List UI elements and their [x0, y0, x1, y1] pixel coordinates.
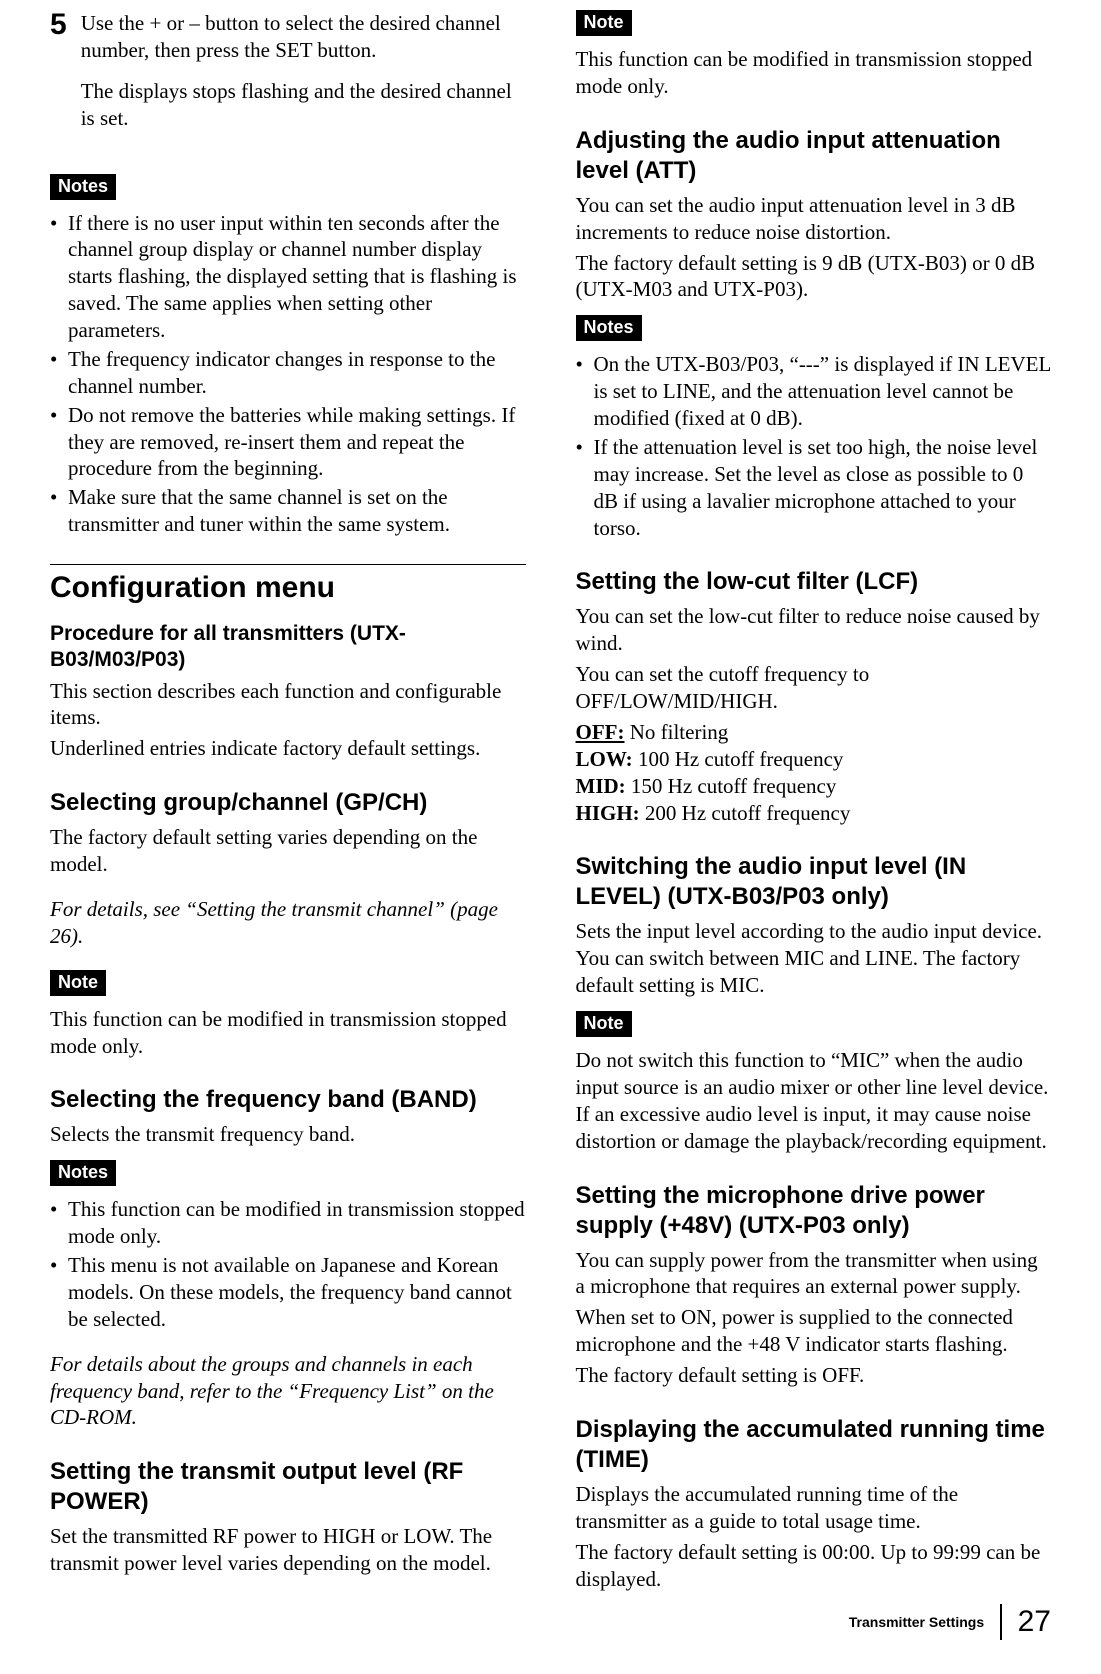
- in-level-text: Sets the input level according to the au…: [576, 918, 1052, 999]
- step-number: 5: [50, 10, 67, 40]
- notes-badge: Notes: [576, 315, 642, 341]
- lcf-high-key: HIGH:: [576, 801, 640, 825]
- p48-text-2: When set to ON, power is supplied to the…: [576, 1304, 1052, 1358]
- step-text-1: Use the + or – button to select the desi…: [81, 10, 526, 64]
- lcf-off-row: OFF: No filtering: [576, 719, 1052, 746]
- heading-band: Selecting the frequency band (BAND): [50, 1085, 526, 1115]
- lcf-text-2: You can set the cutoff frequency to OFF/…: [576, 661, 1052, 715]
- procedure-heading: Procedure for all transmitters (UTX-B03/…: [50, 621, 526, 674]
- step-text-2: The displays stops flashing and the desi…: [81, 78, 526, 132]
- heading-att: Adjusting the audio input attenuation le…: [576, 126, 1052, 186]
- p48-text-1: You can supply power from the transmitte…: [576, 1247, 1052, 1301]
- procedure-text-1: This section describes each function and…: [50, 678, 526, 732]
- att-text-1: You can set the audio input attenuation …: [576, 192, 1052, 246]
- band-reference: For details about the groups and channel…: [50, 1351, 526, 1432]
- p48-text-3: The factory default setting is OFF.: [576, 1362, 1052, 1389]
- gpch-reference: For details, see “Setting the transmit c…: [50, 896, 526, 950]
- time-text-1: Displays the accumulated running time of…: [576, 1481, 1052, 1535]
- list-item: This function can be modified in transmi…: [50, 1196, 526, 1250]
- rf-note-text: This function can be modified in transmi…: [576, 46, 1052, 100]
- lcf-off-val: No filtering: [624, 720, 728, 744]
- time-text-2: The factory default setting is 00:00. Up…: [576, 1539, 1052, 1593]
- footer-page-number: 27: [1018, 1605, 1051, 1639]
- rf-text: Set the transmitted RF power to HIGH or …: [50, 1523, 526, 1577]
- lcf-high-val: 200 Hz cutoff frequency: [640, 801, 851, 825]
- lcf-low-row: LOW: 100 Hz cutoff frequency: [576, 746, 1052, 773]
- notes-list-1: If there is no user input within ten sec…: [50, 210, 526, 539]
- heading-48v: Setting the microphone drive power suppl…: [576, 1181, 1052, 1241]
- list-item: This menu is not available on Japanese a…: [50, 1252, 526, 1333]
- page-footer: Transmitter Settings 27: [849, 1604, 1051, 1640]
- list-item: If the attenuation level is set too high…: [576, 434, 1052, 542]
- right-column: Note This function can be modified in tr…: [576, 10, 1052, 1592]
- note-badge: Note: [576, 1011, 632, 1037]
- heading-gpch: Selecting group/channel (GP/CH): [50, 788, 526, 818]
- left-column: 5 Use the + or – button to select the de…: [50, 10, 526, 1592]
- gpch-text: The factory default setting varies depen…: [50, 824, 526, 878]
- lcf-mid-val: 150 Hz cutoff frequency: [626, 774, 837, 798]
- list-item: On the UTX-B03/P03, “---” is displayed i…: [576, 351, 1052, 432]
- note-badge: Note: [576, 10, 632, 36]
- list-item: If there is no user input within ten sec…: [50, 210, 526, 344]
- att-notes-list: On the UTX-B03/P03, “---” is displayed i…: [576, 351, 1052, 541]
- footer-section-label: Transmitter Settings: [849, 1614, 984, 1630]
- notes-badge: Notes: [50, 1160, 116, 1186]
- list-item: The frequency indicator changes in respo…: [50, 346, 526, 400]
- heading-config-menu: Configuration menu: [50, 571, 526, 605]
- heading-lcf: Setting the low-cut filter (LCF): [576, 567, 1052, 597]
- lcf-high-row: HIGH: 200 Hz cutoff frequency: [576, 800, 1052, 827]
- page-columns: 5 Use the + or – button to select the de…: [50, 10, 1051, 1592]
- band-notes-list: This function can be modified in transmi…: [50, 1196, 526, 1332]
- heading-rf-power: Setting the transmit output level (RF PO…: [50, 1457, 526, 1517]
- lcf-low-key: LOW:: [576, 747, 633, 771]
- heading-in-level: Switching the audio input level (IN LEVE…: [576, 852, 1052, 912]
- list-item: Make sure that the same channel is set o…: [50, 484, 526, 538]
- lcf-mid-key: MID:: [576, 774, 626, 798]
- lcf-low-val: 100 Hz cutoff frequency: [633, 747, 844, 771]
- procedure-text-2: Underlined entries indicate factory defa…: [50, 735, 526, 762]
- lcf-mid-row: MID: 150 Hz cutoff frequency: [576, 773, 1052, 800]
- notes-badge: Notes: [50, 174, 116, 200]
- step-5: 5 Use the + or – button to select the de…: [50, 10, 526, 146]
- att-text-2: The factory default setting is 9 dB (UTX…: [576, 250, 1052, 304]
- list-item: Do not remove the batteries while making…: [50, 402, 526, 483]
- step-body: Use the + or – button to select the desi…: [81, 10, 526, 146]
- lcf-off-key: OFF:: [576, 720, 625, 744]
- in-level-note-text: Do not switch this function to “MIC” whe…: [576, 1047, 1052, 1155]
- lcf-text-1: You can set the low-cut filter to reduce…: [576, 603, 1052, 657]
- gpch-note-text: This function can be modified in transmi…: [50, 1006, 526, 1060]
- section-rule: [50, 564, 526, 565]
- footer-divider: [1000, 1604, 1002, 1640]
- band-text: Selects the transmit frequency band.: [50, 1121, 526, 1148]
- heading-time: Displaying the accumulated running time …: [576, 1415, 1052, 1475]
- note-badge: Note: [50, 970, 106, 996]
